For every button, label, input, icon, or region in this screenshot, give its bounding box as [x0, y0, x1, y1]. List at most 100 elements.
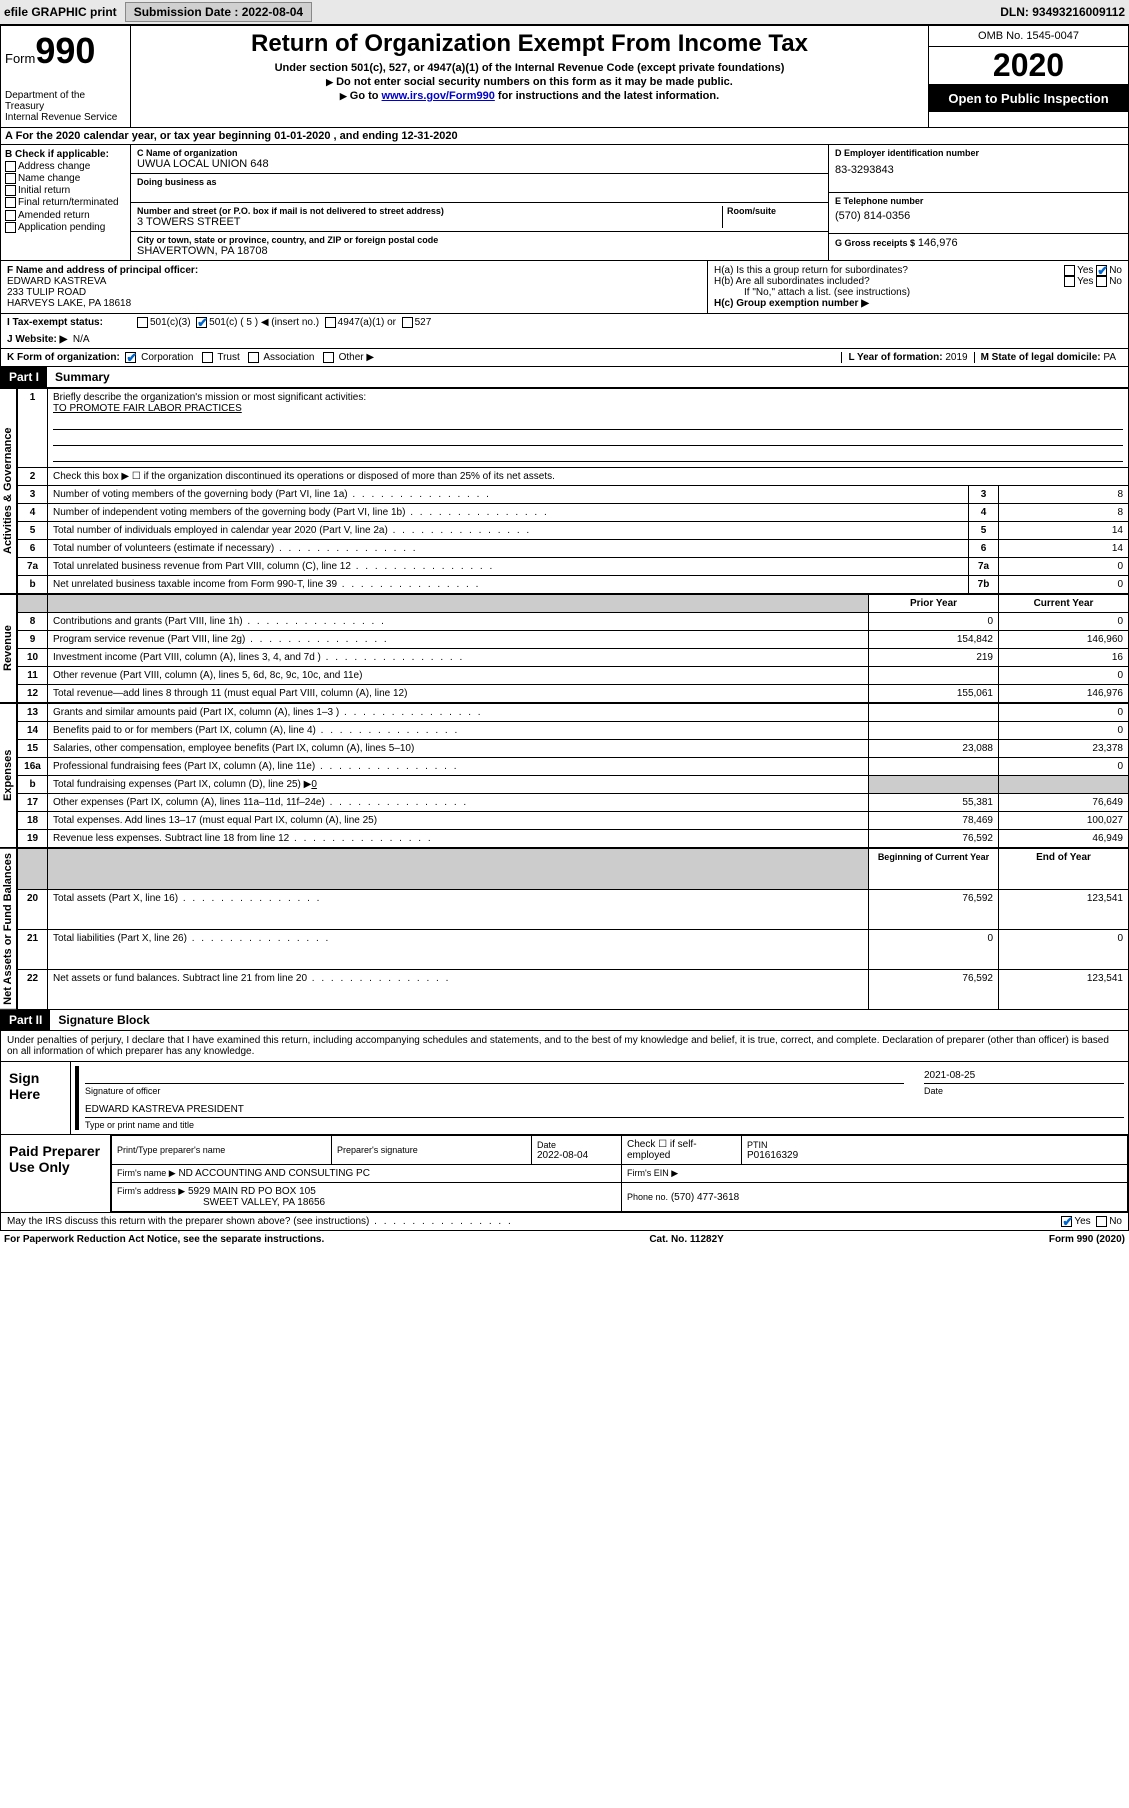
chk-self-employed[interactable]: Check ☐ if self-employed — [622, 1136, 742, 1165]
vlabel-revenue: Revenue — [0, 594, 17, 703]
officer-addr2: HARVEYS LAKE, PA 18618 — [7, 298, 701, 309]
sign-here-block: Sign Here Signature of officer 2021-08-2… — [1, 1061, 1128, 1134]
header-center: Return of Organization Exempt From Incom… — [131, 26, 928, 127]
b-title: B Check if applicable: — [5, 149, 126, 160]
form-title: Return of Organization Exempt From Incom… — [139, 30, 920, 58]
state-domicile: PA — [1103, 352, 1116, 363]
row-k: K Form of organization: Corporation Trus… — [0, 349, 1129, 367]
sig-date: 2021-08-25 — [924, 1068, 1124, 1084]
part2-bar: Part II Signature Block — [0, 1010, 1129, 1031]
block-revenue: Revenue Prior YearCurrent Year 8Contribu… — [0, 594, 1129, 703]
p21: 0 — [869, 929, 999, 969]
dept-treasury: Department of the Treasury — [5, 90, 126, 112]
p17: 55,381 — [869, 794, 999, 812]
vlabel-expenses: Expenses — [0, 703, 17, 848]
c17: 76,649 — [999, 794, 1129, 812]
dln-label: DLN: 93493216009112 — [1000, 5, 1125, 19]
hdr-prior: Prior Year — [869, 595, 999, 613]
l12: Total revenue—add lines 8 through 11 (mu… — [53, 688, 407, 699]
chk-address[interactable]: Address change — [5, 161, 126, 172]
l5: Total number of individuals employed in … — [53, 525, 531, 536]
hb-note: If "No," attach a list. (see instruction… — [714, 287, 1122, 298]
chk-discuss-yes[interactable] — [1061, 1216, 1072, 1227]
paid-preparer-label: Paid Preparer Use Only — [1, 1135, 111, 1212]
col-b: B Check if applicable: Address change Na… — [1, 145, 131, 260]
cell-dba: Doing business as — [131, 174, 828, 203]
part2-header: Part II — [1, 1010, 50, 1030]
c22: 123,541 — [999, 970, 1129, 1010]
org-name: UWUA LOCAL UNION 648 — [137, 158, 822, 170]
c13: 0 — [999, 704, 1129, 722]
hdr-begin: Beginning of Current Year — [869, 849, 999, 889]
chk-amended[interactable]: Amended return — [5, 210, 126, 221]
ssn-note: Do not enter social security numbers on … — [139, 76, 920, 88]
header-left: Form990 Department of the Treasury Inter… — [1, 26, 131, 127]
chk-final[interactable]: Final return/terminated — [5, 197, 126, 208]
l9: Program service revenue (Part VIII, line… — [53, 634, 389, 645]
l4: Number of independent voting members of … — [53, 507, 549, 518]
discuss-row: May the IRS discuss this return with the… — [1, 1212, 1128, 1230]
org-info-grid: B Check if applicable: Address change Na… — [0, 145, 1129, 261]
p8: 0 — [869, 613, 999, 631]
block-expenses: Expenses 13Grants and similar amounts pa… — [0, 703, 1129, 848]
phone: (570) 814-0356 — [835, 210, 1122, 222]
chk-initial[interactable]: Initial return — [5, 185, 126, 196]
officer-addr1: 233 TULIP ROAD — [7, 287, 701, 298]
table-netassets: Beginning of Current YearEnd of Year 20T… — [17, 848, 1129, 1010]
chk-name[interactable]: Name change — [5, 173, 126, 184]
footer-right: Form 990 (2020) — [1049, 1234, 1125, 1245]
p18: 78,469 — [869, 812, 999, 830]
hc-label: H(c) Group exemption number ▶ — [714, 298, 1122, 309]
preparer-table: Print/Type preparer's name Preparer's si… — [111, 1135, 1128, 1212]
p20: 76,592 — [869, 889, 999, 929]
street: 3 TOWERS STREET — [137, 216, 722, 228]
penalties-text: Under penalties of perjury, I declare th… — [1, 1031, 1128, 1061]
omb-number: OMB No. 1545-0047 — [929, 26, 1128, 47]
sig-officer-label: Signature of officer — [85, 1086, 904, 1096]
col-c: C Name of organization UWUA LOCAL UNION … — [131, 145, 828, 260]
p19: 76,592 — [869, 830, 999, 848]
l21: Total liabilities (Part X, line 26) — [53, 933, 330, 944]
chk-pending[interactable]: Application pending — [5, 222, 126, 233]
cell-street: Number and street (or P.O. box if mail i… — [131, 203, 828, 232]
submission-date-btn[interactable]: Submission Date : 2022-08-04 — [125, 2, 312, 22]
chk-discuss-no[interactable] — [1096, 1216, 1107, 1227]
form-subtitle: Under section 501(c), 527, or 4947(a)(1)… — [139, 62, 920, 74]
v7b: 0 — [999, 576, 1129, 594]
l7a: Total unrelated business revenue from Pa… — [53, 561, 494, 572]
ein: 83-3293843 — [835, 164, 1122, 176]
firm-name: ND ACCOUNTING AND CONSULTING PC — [178, 1168, 370, 1179]
footer-center: Cat. No. 11282Y — [649, 1234, 723, 1245]
irs-link[interactable]: www.irs.gov/Form990 — [382, 90, 495, 102]
paid-preparer-block: Paid Preparer Use Only Print/Type prepar… — [1, 1134, 1128, 1212]
part1-bar: Part I Summary — [0, 367, 1129, 388]
cell-org-name: C Name of organization UWUA LOCAL UNION … — [131, 145, 828, 174]
l1-label: Briefly describe the organization's miss… — [53, 392, 1123, 403]
v7a: 0 — [999, 558, 1129, 576]
box-f: F Name and address of principal officer:… — [1, 261, 708, 313]
goto-line: Go to www.irs.gov/Form990 for instructio… — [139, 90, 920, 102]
c11: 0 — [999, 667, 1129, 685]
row-i: I Tax-exempt status: 501(c)(3) 501(c) ( … — [0, 314, 1129, 331]
part1-title: Summary — [47, 367, 118, 387]
part2-body: Under penalties of perjury, I declare th… — [0, 1031, 1129, 1231]
l16b: Total fundraising expenses (Part IX, col… — [53, 779, 311, 790]
section-a: A For the 2020 calendar year, or tax yea… — [0, 128, 1129, 145]
firm-phone: (570) 477-3618 — [671, 1192, 739, 1203]
tax-year-range: For the 2020 calendar year, or tax year … — [16, 130, 458, 142]
firm-addr2: SWEET VALLEY, PA 18656 — [117, 1197, 616, 1208]
l14: Benefits paid to or for members (Part IX… — [53, 725, 459, 736]
c10: 16 — [999, 649, 1129, 667]
l2: Check this box ▶ ☐ if the organization d… — [48, 468, 1129, 486]
table-expenses: 13Grants and similar amounts paid (Part … — [17, 703, 1129, 848]
cell-gross: G Gross receipts $ 146,976 — [829, 234, 1128, 260]
part1-header: Part I — [1, 367, 47, 387]
box-h: H(a) Is this a group return for subordin… — [708, 261, 1128, 313]
l11: Other revenue (Part VIII, column (A), li… — [53, 670, 362, 681]
header-right: OMB No. 1545-0047 2020 Open to Public In… — [928, 26, 1128, 127]
topbar: efile GRAPHIC print Submission Date : 20… — [0, 0, 1129, 25]
form-prefix: Form — [5, 51, 35, 66]
vlabel-netassets: Net Assets or Fund Balances — [0, 848, 17, 1010]
form-number: 990 — [35, 30, 95, 71]
dept-irs: Internal Revenue Service — [5, 112, 126, 123]
